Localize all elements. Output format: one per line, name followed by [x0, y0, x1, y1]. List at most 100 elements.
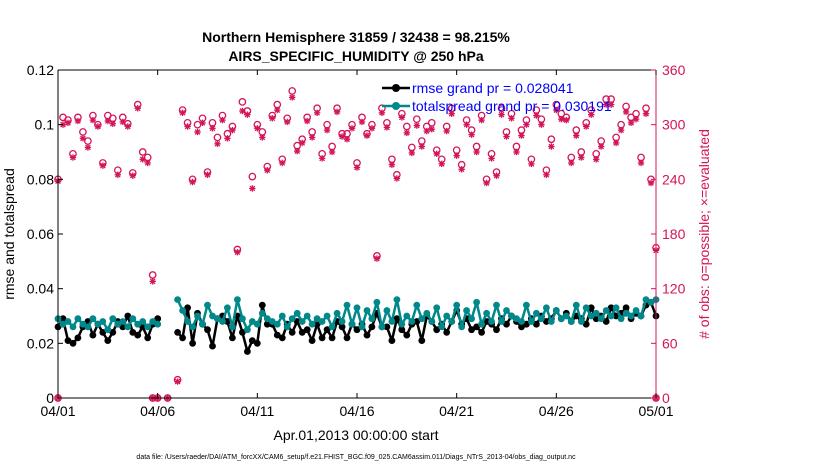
obs-evaluated-stroke [269, 115, 276, 122]
obs-evaluated-stroke [129, 172, 136, 179]
obs-evaluated-marker [259, 134, 266, 141]
rmse-point [478, 329, 485, 336]
spread-point [423, 309, 431, 317]
obs-evaluated-stroke [95, 123, 101, 130]
obs-evaluated-stroke [488, 155, 495, 162]
obs-evaluated-stroke [314, 109, 320, 116]
spread-point [338, 318, 346, 325]
obs-evaluated-marker [543, 171, 550, 178]
obs-evaluated-stroke [593, 156, 600, 163]
legend-spread-marker [392, 102, 400, 110]
spread-point [418, 315, 426, 323]
spread-point [239, 315, 246, 323]
rmse-point [308, 337, 316, 344]
rmse-point [139, 323, 147, 331]
spread-point [508, 312, 515, 320]
rmse-point [109, 329, 117, 336]
obs-evaluated-marker [593, 156, 600, 163]
obs-evaluated-stroke [588, 111, 595, 118]
obs-evaluated-marker [89, 116, 97, 124]
spread-point [114, 320, 122, 328]
spread-point [612, 304, 620, 312]
obs-evaluated-stroke [65, 119, 71, 126]
obs-possible-marker [138, 148, 147, 156]
obs-evaluated-stroke [638, 160, 644, 166]
rmse-point [229, 334, 236, 342]
y-left-tick-label: 0.1 [35, 117, 55, 133]
obs-evaluated-stroke [443, 128, 450, 134]
chart-title-line2: AIRS_SPECIFIC_HUMIDITY @ 250 hPa [228, 48, 484, 64]
rmse-point [179, 334, 187, 342]
obs-evaluated-marker [74, 117, 82, 125]
obs-evaluated-stroke [80, 135, 86, 142]
spread-point [528, 318, 535, 325]
obs-evaluated-marker [353, 164, 361, 171]
obs-evaluated-marker [244, 111, 251, 118]
obs-evaluated-stroke [583, 123, 590, 130]
spread-point [398, 320, 406, 328]
spread-point [333, 309, 341, 317]
rmse-point [303, 326, 311, 334]
spread-point [617, 315, 625, 323]
obs-evaluated-stroke [224, 135, 231, 142]
obs-evaluated-stroke [334, 109, 340, 115]
obs-evaluated-marker [124, 123, 131, 130]
spread-point [139, 318, 147, 325]
obs-evaluated-stroke [344, 136, 350, 143]
x-tick-label: 04/26 [539, 403, 574, 419]
obs-evaluated-marker [64, 119, 72, 127]
obs-evaluated-stroke [603, 101, 610, 108]
obs-evaluated-stroke [533, 112, 540, 119]
obs-evaluated-marker [528, 160, 535, 168]
spread-point [577, 318, 585, 325]
spread-point [637, 312, 645, 320]
spread-point [119, 318, 127, 325]
rmse-point [174, 329, 182, 336]
obs-evaluated-marker [578, 154, 585, 161]
spread-point [413, 301, 421, 309]
y-left-tick-label: 0.04 [27, 281, 54, 297]
spread-point [438, 323, 446, 331]
obs-evaluated-marker [637, 159, 645, 167]
obs-evaluated-stroke [608, 101, 615, 108]
spread-point [503, 307, 510, 314]
obs-evaluated-marker [69, 154, 77, 161]
rmse-point [244, 348, 251, 355]
rmse-point [493, 326, 500, 334]
legend: rmse grand pr = 0.028041 totalspread gra… [382, 80, 612, 114]
obs-evaluated-marker [114, 171, 121, 178]
spread-point [448, 318, 456, 325]
spread-point [194, 312, 201, 320]
spread-point [234, 296, 241, 303]
spread-point [483, 309, 490, 317]
obs-evaluated-marker [303, 117, 311, 125]
spread-point [328, 323, 336, 331]
obs-evaluated-marker [518, 132, 525, 139]
spread-point [323, 312, 331, 320]
obs-evaluated-stroke [219, 117, 226, 123]
spread-point [179, 307, 187, 314]
spread-point [199, 320, 206, 328]
obs-evaluated-marker [144, 159, 151, 167]
obs-evaluated-marker [408, 149, 416, 157]
obs-evaluated-marker [538, 121, 545, 128]
obs-evaluated-marker [199, 119, 206, 127]
spread-point [373, 298, 381, 306]
spread-point [69, 323, 77, 331]
y-left-tick-label: 0 [46, 390, 54, 406]
spread-point [209, 312, 216, 320]
obs-evaluated-stroke [473, 149, 480, 155]
y-left-tick-label: 0.08 [27, 171, 54, 187]
spread-point [109, 315, 117, 323]
obs-evaluated-marker [249, 185, 256, 192]
rmse-point [383, 323, 391, 331]
spread-point [288, 315, 296, 323]
spread-point [478, 320, 485, 328]
obs-evaluated-stroke [199, 119, 206, 126]
spread-point [204, 301, 211, 309]
rmse-point [592, 315, 600, 323]
spread-point [298, 318, 306, 325]
obs-possible-marker [238, 98, 247, 106]
spread-point [518, 318, 525, 325]
obs-evaluated-stroke [498, 111, 505, 118]
